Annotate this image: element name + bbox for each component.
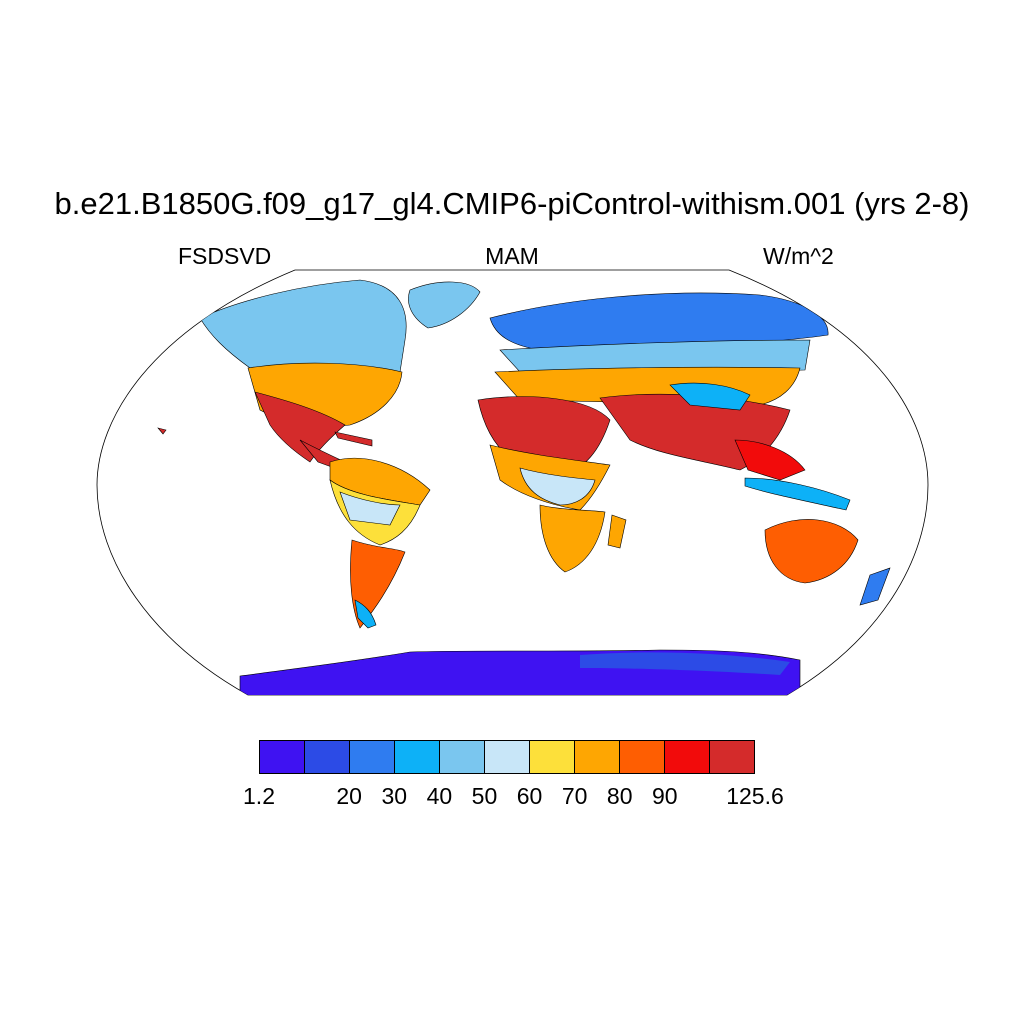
colorbar-tick-label: 90 — [652, 783, 678, 809]
colorbar-tick-label: 70 — [561, 783, 588, 809]
colorbar — [259, 740, 755, 774]
north-america-north — [199, 279, 407, 377]
colorbar-box — [575, 741, 620, 773]
colorbar-box — [665, 741, 710, 773]
plot-title: b.e21.B1850G.f09_g17_gl4.CMIP6-piControl… — [54, 186, 970, 221]
colorbar-tick-label: 50 — [471, 783, 498, 809]
colorbar-tick-label: 125.6 — [726, 783, 784, 809]
madagascar — [607, 514, 627, 549]
colorbar-box — [395, 741, 440, 773]
colorbar-box — [260, 741, 305, 773]
tibet — [669, 382, 751, 411]
colorbar-box — [620, 741, 665, 773]
colorbar-box — [350, 741, 395, 773]
season-label: MAM — [485, 243, 539, 269]
south-america-tip — [354, 599, 377, 629]
colorbar-tick-label: 60 — [516, 783, 543, 809]
africa-central — [519, 467, 596, 506]
colorbar-box — [530, 741, 575, 773]
colorbar-box — [710, 741, 754, 773]
antarctica-plateau — [580, 652, 790, 675]
variable-label: FSDSVD — [178, 243, 272, 269]
colorbar-tick-label: 30 — [381, 783, 408, 809]
south-america-basin — [339, 491, 401, 526]
colorbar-tick-label: 40 — [426, 783, 453, 809]
colorbar-box — [440, 741, 485, 773]
north-america-south — [254, 391, 346, 463]
indonesia — [744, 477, 851, 511]
colorbar-tick-label: 1.2 — [243, 783, 275, 809]
units-label: W/m^2 — [763, 243, 834, 269]
colorbar-tick-label: 80 — [606, 783, 633, 809]
hawaii — [157, 427, 167, 435]
caribbean — [334, 431, 373, 447]
colorbar-labels: 1.2 20 30 40 50 60 70 80 90 125.6 — [0, 783, 1024, 813]
africa-south — [539, 504, 606, 573]
new-zealand — [859, 567, 891, 606]
colorbar-tick-label: 20 — [336, 783, 362, 809]
southeast-asia — [734, 439, 806, 481]
colorbar-box — [485, 741, 530, 773]
colorbar-box — [305, 741, 350, 773]
greenland — [408, 281, 481, 329]
australia — [764, 519, 859, 584]
